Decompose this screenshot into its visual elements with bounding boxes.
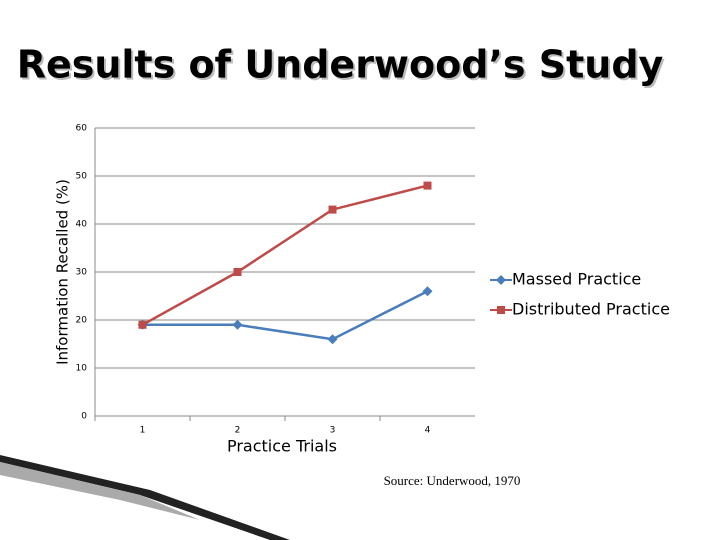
y-tick-label: 40 xyxy=(76,220,88,230)
decoration xyxy=(0,462,200,520)
y-tick-label: 60 xyxy=(76,124,88,134)
y-tick-label: 50 xyxy=(76,172,88,182)
y-tick-label: 10 xyxy=(76,364,88,374)
x-tick-label: 1 xyxy=(140,426,146,436)
decoration xyxy=(0,455,290,540)
y-tick-label: 20 xyxy=(76,316,88,326)
chart-title: Results of Underwood’s Study xyxy=(17,43,664,87)
data-point xyxy=(327,334,338,345)
legend-marker xyxy=(496,275,506,285)
y-tick-label: 30 xyxy=(76,268,88,278)
source: Source: Underwood, 1970 xyxy=(384,473,521,488)
y-tick-label: 0 xyxy=(81,412,87,422)
x-tick-label: 4 xyxy=(425,426,431,436)
title-shadow: Results of Underwood’s Study xyxy=(19,45,666,89)
data-point xyxy=(423,181,432,190)
x-tick-label: 2 xyxy=(235,426,241,436)
legend-marker xyxy=(497,306,505,314)
data-point xyxy=(138,320,147,329)
x-tick-label: 3 xyxy=(330,426,336,436)
data-point xyxy=(328,205,337,214)
x-axis-label: Practice Trials xyxy=(227,437,337,456)
legend-label: Massed Practice xyxy=(512,270,641,289)
legend-label: Distributed Practice xyxy=(512,300,670,319)
data-point xyxy=(233,268,242,276)
y-axis-label: Information Recalled (%) xyxy=(54,179,72,365)
data-point xyxy=(232,319,243,330)
series-line xyxy=(141,184,428,326)
data-point xyxy=(422,286,433,297)
series-line xyxy=(142,290,429,341)
